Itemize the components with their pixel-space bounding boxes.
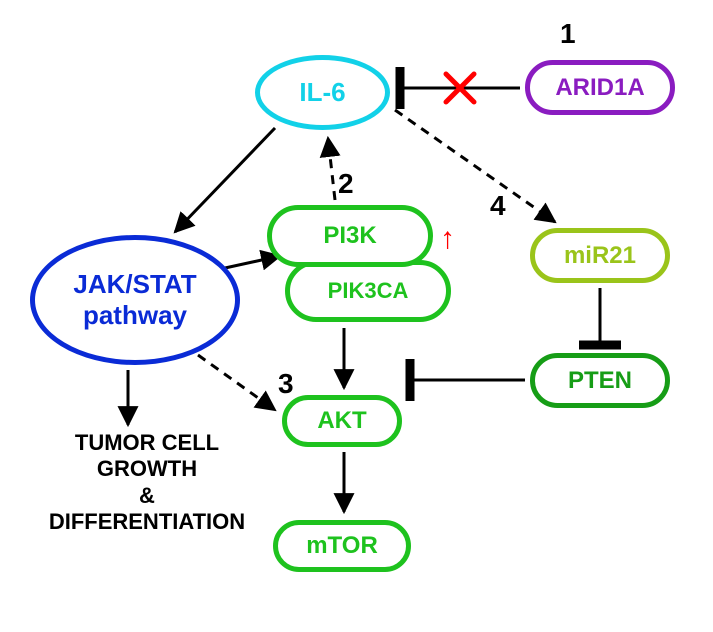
upregulation-icon: ↑: [440, 222, 455, 256]
blocked-x-icon: [446, 74, 474, 102]
blocked-x-icon: [446, 74, 474, 102]
annotation-4: 4: [490, 190, 506, 222]
node-mtor-label: mTOR: [306, 532, 378, 560]
node-mir21: miR21: [530, 228, 670, 283]
node-pten: PTEN: [530, 353, 670, 408]
edge-jakstat-pi3k: [225, 256, 280, 268]
annotation-1: 1: [560, 18, 576, 50]
node-il6-label: IL-6: [299, 77, 345, 108]
outcome-label: TUMOR CELLGROWTH&DIFFERENTIATION: [32, 430, 262, 536]
node-mtor: mTOR: [273, 520, 411, 572]
annotation-3: 3: [278, 368, 294, 400]
annotation-2: 2: [338, 168, 354, 200]
node-pi3k: PI3K: [267, 205, 433, 267]
node-arid1a: ARID1A: [525, 60, 675, 115]
node-akt-label: AKT: [317, 407, 366, 435]
node-il6: IL-6: [255, 55, 390, 130]
node-pi3k-label: PI3K: [323, 222, 376, 250]
edge-il6-mir21: [395, 110, 555, 222]
node-pten-label: PTEN: [568, 367, 632, 395]
node-pik3ca: PIK3CA: [285, 260, 451, 322]
node-arid1a-label: ARID1A: [555, 74, 644, 102]
node-mir21-label: miR21: [564, 242, 636, 270]
edge-pi3k-il6: [328, 138, 335, 200]
node-akt: AKT: [282, 395, 402, 447]
node-jakstat-label: JAK/STAT pathway: [73, 269, 196, 331]
node-pik3ca-label: PIK3CA: [328, 278, 409, 304]
node-jakstat: JAK/STAT pathway: [30, 235, 240, 365]
edge-jakstat-akt: [198, 355, 275, 410]
edge-il6-jakstat: [175, 128, 275, 232]
